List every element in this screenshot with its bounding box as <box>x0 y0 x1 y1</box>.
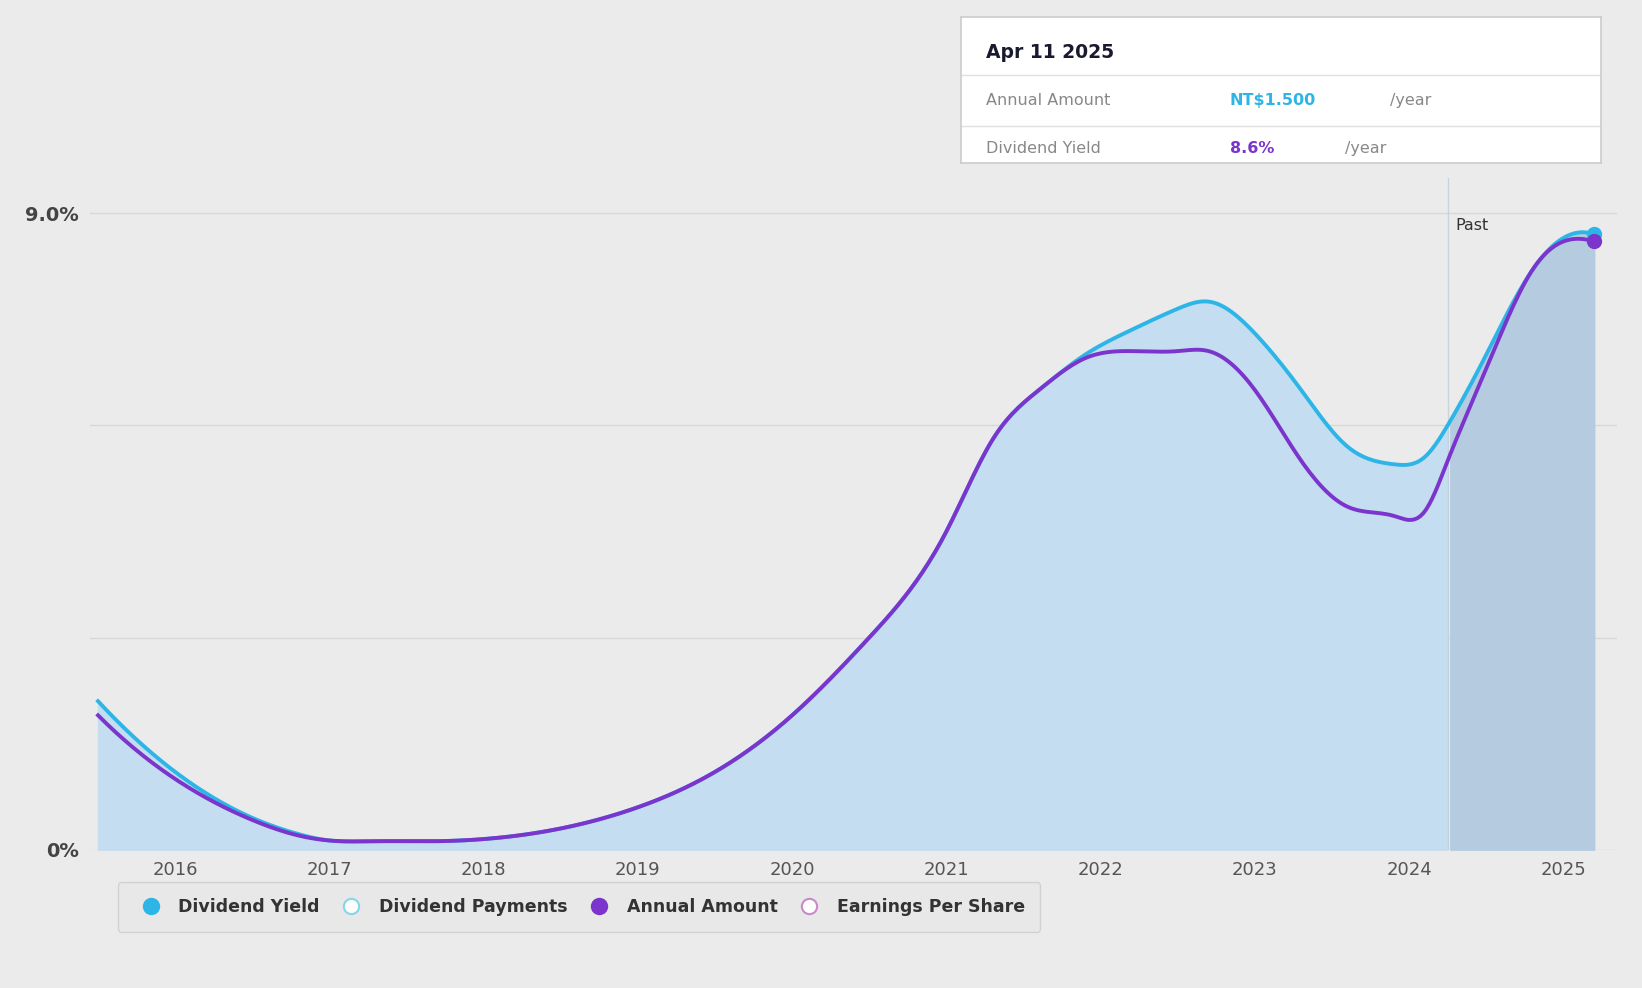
Legend: Dividend Yield, Dividend Payments, Annual Amount, Earnings Per Share: Dividend Yield, Dividend Payments, Annua… <box>118 882 1041 932</box>
Text: NT$1.500: NT$1.500 <box>1230 94 1315 109</box>
Text: 8.6%: 8.6% <box>1230 141 1274 156</box>
Text: /year: /year <box>1389 94 1430 109</box>
Text: Annual Amount: Annual Amount <box>987 94 1110 109</box>
Text: Past: Past <box>1455 218 1489 233</box>
Point <box>1581 233 1608 249</box>
Text: /year: /year <box>1345 141 1386 156</box>
Text: Apr 11 2025: Apr 11 2025 <box>987 43 1115 62</box>
Point <box>1581 226 1608 242</box>
Text: Dividend Yield: Dividend Yield <box>987 141 1102 156</box>
